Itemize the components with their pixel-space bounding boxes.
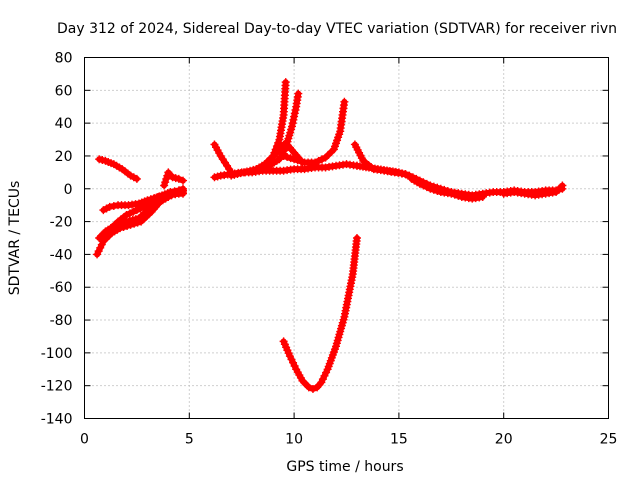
data-point bbox=[419, 181, 428, 190]
data-point bbox=[279, 151, 288, 160]
y-tick-label: -140 bbox=[41, 412, 73, 428]
y-tick-label: -40 bbox=[50, 247, 73, 263]
x-tick-label: 20 bbox=[495, 432, 513, 448]
data-point bbox=[394, 168, 403, 177]
data-point bbox=[401, 170, 410, 179]
data-point bbox=[311, 158, 320, 167]
y-axis-label: SDTVAR / TECUs bbox=[7, 181, 23, 296]
y-tick-label: 40 bbox=[55, 116, 73, 132]
data-point bbox=[454, 191, 463, 200]
data-point bbox=[558, 181, 567, 190]
series-arc-12 bbox=[279, 97, 349, 167]
y-tick-label: -100 bbox=[41, 346, 73, 362]
data-point bbox=[129, 207, 138, 216]
data-point bbox=[105, 202, 114, 211]
y-tick-label: 0 bbox=[64, 182, 73, 198]
data-point bbox=[304, 383, 313, 392]
data-point bbox=[433, 186, 442, 195]
series-arc-7 bbox=[141, 186, 188, 206]
series-arc-18 bbox=[499, 181, 567, 200]
data-point bbox=[174, 174, 183, 183]
series-arc-9 bbox=[210, 140, 236, 177]
y-tick-label: -20 bbox=[50, 215, 73, 231]
ticks-layer: 0 5 10 15 20 25 -140 -120 -100 -80 -60 -40 -20 0 20 40 6… bbox=[41, 51, 618, 448]
x-tick-label: 25 bbox=[600, 432, 618, 448]
data-point bbox=[136, 204, 145, 213]
data-point bbox=[166, 188, 175, 197]
series-arc-10 bbox=[227, 78, 290, 180]
y-tick-label: -80 bbox=[50, 313, 73, 329]
x-tick-label: 0 bbox=[80, 432, 89, 448]
data-point bbox=[318, 155, 327, 164]
data-point bbox=[426, 184, 435, 193]
data-point bbox=[447, 189, 456, 198]
x-tick-label: 10 bbox=[285, 432, 303, 448]
plot-frame bbox=[84, 57, 609, 419]
data-point bbox=[179, 186, 188, 195]
data-point bbox=[478, 192, 487, 201]
y-tick-label: 20 bbox=[55, 149, 73, 165]
data-point bbox=[298, 158, 307, 167]
x-tick-label: 15 bbox=[390, 432, 408, 448]
data-point bbox=[429, 185, 438, 194]
y-tick-label: 60 bbox=[55, 83, 73, 99]
data-point bbox=[281, 78, 290, 87]
series-arc-6 bbox=[160, 168, 188, 190]
series-arc-17 bbox=[407, 174, 487, 203]
data-point bbox=[125, 209, 134, 218]
data-point bbox=[170, 187, 179, 196]
series-arc-14 bbox=[279, 234, 361, 393]
data-point bbox=[294, 89, 303, 98]
series-layer bbox=[93, 78, 567, 393]
series-arc-1 bbox=[95, 155, 141, 183]
data-point bbox=[122, 211, 131, 220]
data-point bbox=[308, 384, 317, 393]
y-tick-label: -60 bbox=[50, 280, 73, 296]
data-point bbox=[415, 179, 424, 188]
y-tick-label: -120 bbox=[41, 379, 73, 395]
data-point bbox=[283, 153, 292, 162]
data-point bbox=[286, 154, 295, 163]
data-point bbox=[352, 234, 361, 242]
x-tick-label: 5 bbox=[185, 432, 194, 448]
data-point bbox=[109, 202, 118, 211]
y-tick-label: 80 bbox=[55, 51, 73, 67]
series-arc-13 bbox=[264, 138, 307, 167]
data-point bbox=[132, 174, 141, 183]
data-point bbox=[179, 176, 188, 185]
data-point bbox=[398, 169, 407, 178]
data-point bbox=[422, 183, 431, 192]
chart-title: Day 312 of 2024, Sidereal Day-to-day VTE… bbox=[57, 21, 617, 37]
x-axis-label: GPS time / hours bbox=[286, 459, 403, 475]
data-point bbox=[314, 156, 323, 165]
data-point bbox=[132, 206, 141, 215]
data-point bbox=[340, 97, 349, 106]
data-point bbox=[450, 190, 459, 199]
